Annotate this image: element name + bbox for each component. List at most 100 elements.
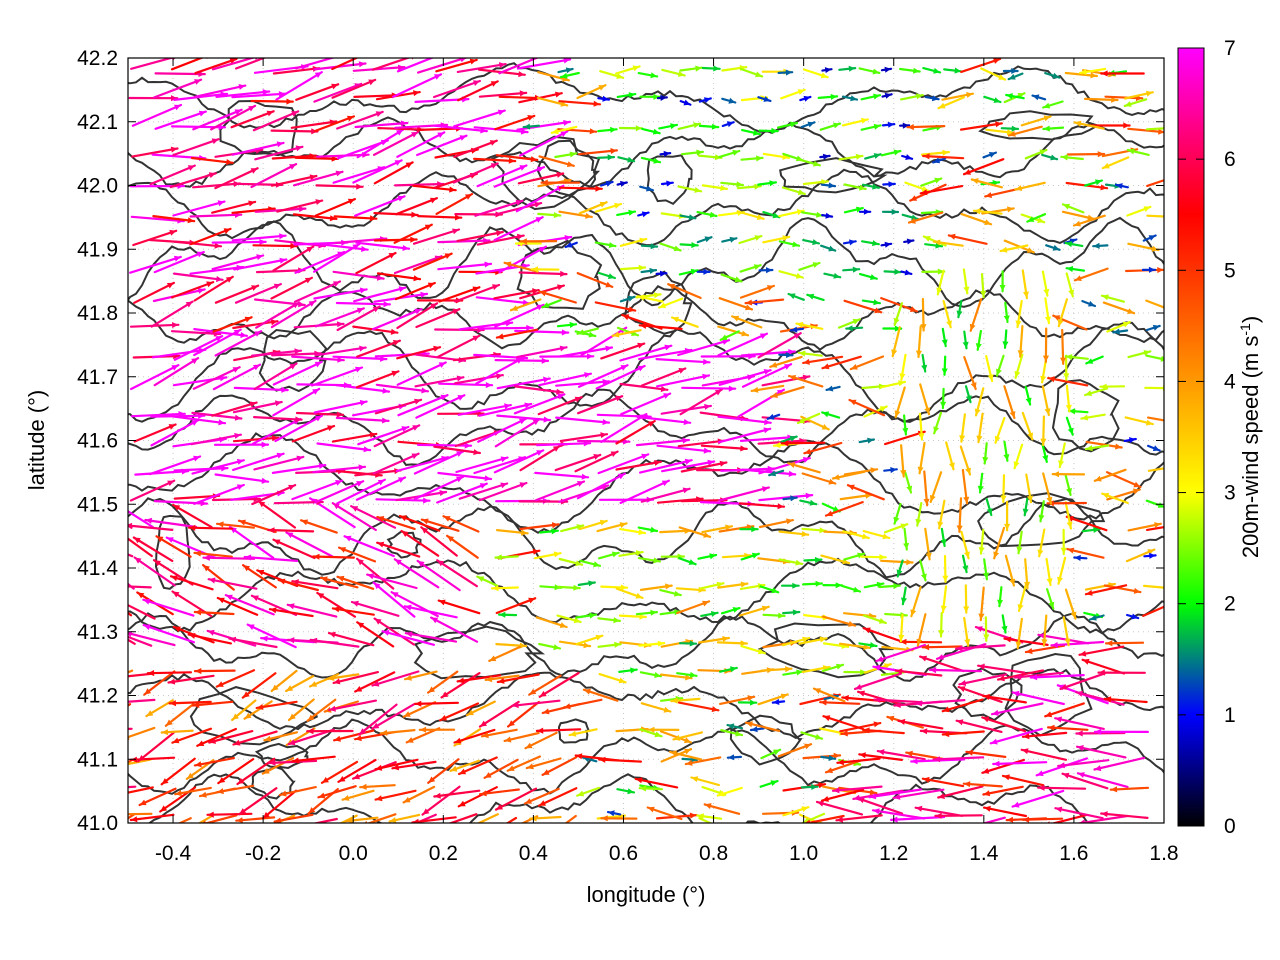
wind-vector-head <box>1027 216 1035 222</box>
wind-vector-head <box>611 551 619 558</box>
wind-vector-shaft <box>403 605 458 619</box>
wind-vector <box>391 760 437 771</box>
wind-vector-head <box>433 345 441 352</box>
wind-vector-head <box>865 492 872 499</box>
wind-vector-shaft <box>391 760 437 770</box>
wind-vector <box>171 415 227 426</box>
wind-vector-head <box>160 805 168 812</box>
wind-vector-head <box>394 160 402 166</box>
wind-vector-head <box>327 675 335 681</box>
wind-vector-head <box>143 598 151 605</box>
wind-vector-head <box>600 432 607 439</box>
wind-vector <box>270 276 313 300</box>
wind-vector-shaft <box>1145 127 1164 131</box>
wind-vector-shaft <box>456 230 504 242</box>
wind-vector-shaft <box>252 110 300 132</box>
wind-vector-shaft <box>519 130 569 157</box>
wind-vector-head <box>895 668 903 675</box>
wind-vector-head <box>434 792 441 799</box>
wind-vector-head <box>355 366 362 373</box>
wind-vector-head <box>377 541 385 548</box>
wind-vector-shaft <box>295 58 336 70</box>
wind-vector-shaft <box>356 339 401 358</box>
wind-vector-head <box>1079 819 1086 823</box>
wind-vector-head <box>1024 581 1031 589</box>
wind-vector-shaft <box>430 616 479 643</box>
wind-vector-head <box>541 179 548 186</box>
wind-vector <box>597 641 622 648</box>
wind-vector-head <box>782 235 790 242</box>
wind-vector <box>373 617 416 646</box>
wind-vector-shaft <box>395 456 450 473</box>
wind-vector <box>701 65 721 72</box>
wind-vector <box>962 158 1005 176</box>
wind-vector-shaft <box>193 610 235 616</box>
wind-vector <box>1020 748 1068 761</box>
wind-vector-head <box>438 362 446 368</box>
wind-vector <box>518 270 568 277</box>
wind-vector-head <box>273 283 281 290</box>
wind-vector <box>313 399 368 414</box>
wind-vector <box>646 726 680 733</box>
wind-vector <box>637 556 662 564</box>
wind-vector-shaft <box>516 120 572 131</box>
wind-vector <box>128 813 136 820</box>
wind-vector-shaft <box>192 108 243 131</box>
wind-vector <box>1084 584 1128 596</box>
wind-vector-head <box>751 726 758 733</box>
wind-vector-head <box>1086 445 1093 452</box>
wind-vector-head <box>525 742 533 749</box>
wind-vector-head <box>278 91 286 98</box>
wind-vector-head <box>689 671 697 678</box>
wind-vector-head <box>602 378 609 385</box>
wind-vector <box>170 281 215 299</box>
wind-vector-head <box>805 492 813 499</box>
wind-vector <box>897 718 944 730</box>
wind-vector-shaft <box>846 484 885 501</box>
wind-vector-shaft <box>558 186 603 190</box>
wind-vector <box>128 727 133 730</box>
wind-vector-shaft <box>193 483 245 505</box>
wind-vector-shaft <box>133 423 177 443</box>
wind-vector-head <box>1102 492 1110 499</box>
wind-vector-head <box>269 759 276 766</box>
wind-vector-head <box>198 110 206 117</box>
wind-vector-head <box>557 284 564 291</box>
wind-vector <box>985 355 994 383</box>
wind-vector-head <box>1101 811 1108 818</box>
wind-vector <box>400 529 440 557</box>
wind-vector <box>177 817 192 823</box>
wind-vector-head <box>1171 464 1178 470</box>
wind-vector-head <box>88 786 95 792</box>
wind-vector-head <box>193 455 201 462</box>
wind-vector-head <box>394 559 402 566</box>
wind-vector-head <box>552 445 560 452</box>
wind-vector-head <box>920 728 928 735</box>
wind-vector <box>415 308 461 329</box>
wind-vector <box>937 785 984 799</box>
wind-vector <box>187 632 232 645</box>
wind-vector <box>287 698 315 722</box>
wind-vector-head <box>401 531 409 537</box>
wind-vector-head <box>756 214 764 221</box>
wind-vector <box>173 465 229 472</box>
wind-vector <box>558 640 592 649</box>
wind-vector-shaft <box>173 92 229 102</box>
wind-vector-head <box>1157 502 1164 508</box>
wind-vector-shaft <box>291 755 336 763</box>
wind-vector-shaft <box>231 234 287 242</box>
wind-vector <box>696 211 718 218</box>
wind-vector-shaft <box>395 197 438 216</box>
wind-vector <box>300 519 338 534</box>
wind-vector <box>137 731 175 763</box>
wind-vector-head <box>978 613 985 621</box>
x-tick-label: 1.4 <box>969 842 999 865</box>
wind-vector-head <box>750 699 757 706</box>
wind-vector <box>802 355 844 365</box>
wind-vector-shaft <box>761 375 811 387</box>
wind-vector-head <box>382 630 390 636</box>
wind-vector <box>558 557 584 567</box>
wind-vector-head <box>906 559 913 566</box>
wind-vector <box>193 84 247 99</box>
